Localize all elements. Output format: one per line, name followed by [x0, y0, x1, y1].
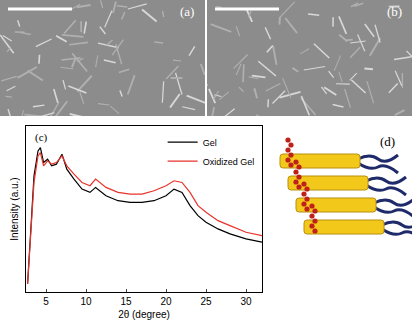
svg-text:(b): (b)	[387, 4, 402, 19]
svg-text:10: 10	[80, 296, 92, 307]
svg-text:Intensity (a.u.): Intensity (a.u.)	[9, 177, 20, 240]
svg-text:(d): (d)	[380, 134, 395, 149]
svg-text:20: 20	[160, 296, 172, 307]
svg-text:Oxidized Gel: Oxidized Gel	[203, 157, 255, 167]
svg-text:25: 25	[200, 296, 212, 307]
svg-text:2θ (degree): 2θ (degree)	[118, 309, 170, 320]
svg-text:(a): (a)	[180, 4, 194, 19]
svg-text:(c): (c)	[35, 131, 48, 144]
svg-text:Gel: Gel	[203, 138, 217, 148]
svg-text:15: 15	[120, 296, 132, 307]
svg-text:30: 30	[240, 296, 252, 307]
svg-text:5: 5	[43, 296, 49, 307]
